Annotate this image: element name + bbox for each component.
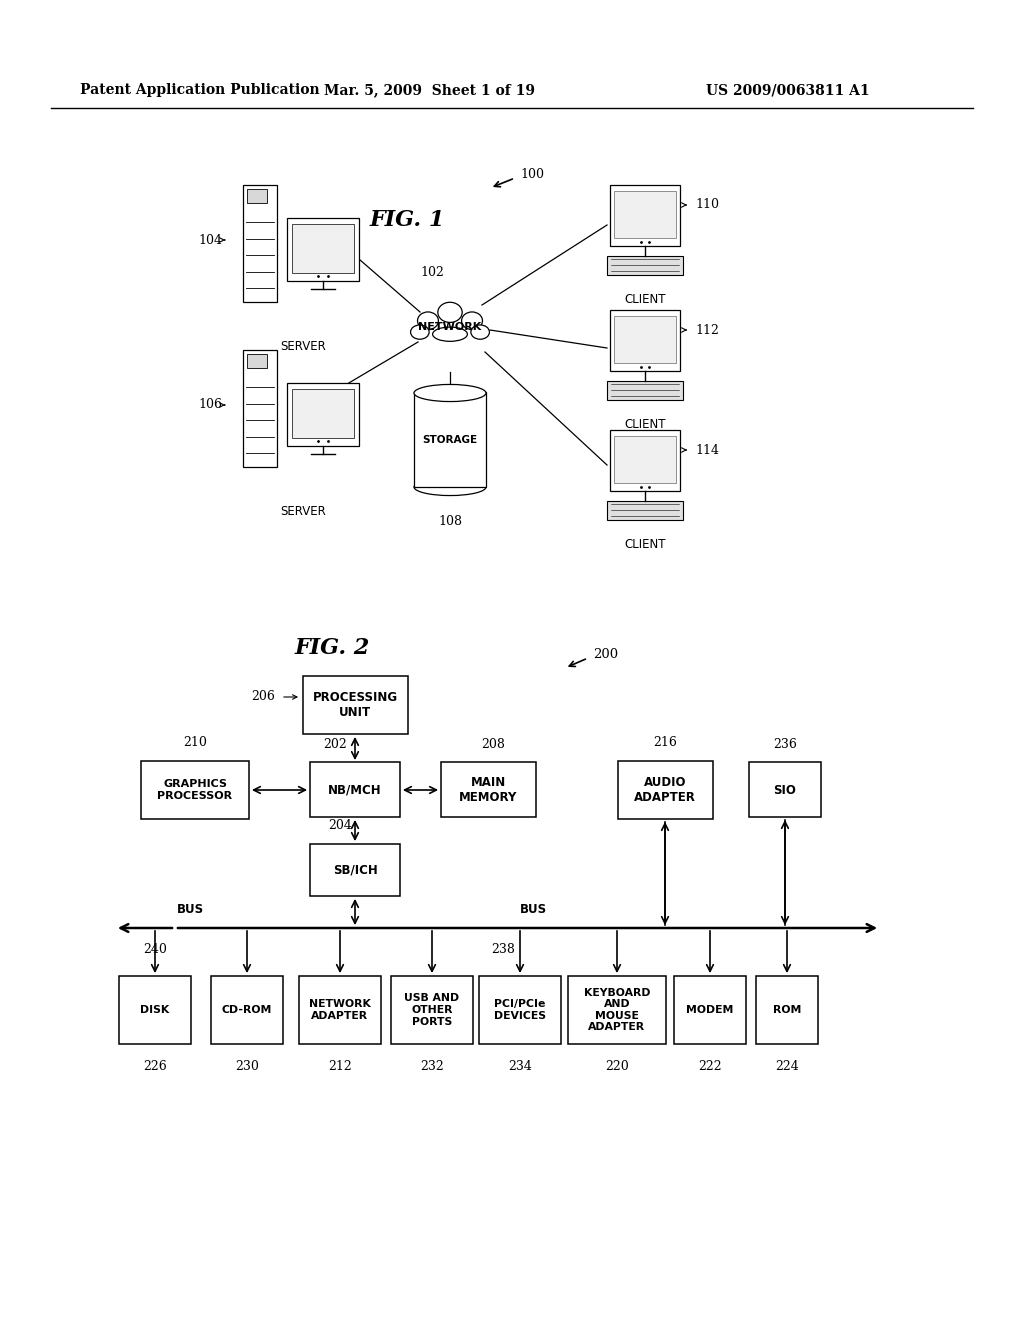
Text: CD-ROM: CD-ROM	[222, 1005, 272, 1015]
FancyBboxPatch shape	[299, 975, 381, 1044]
Text: CLIENT: CLIENT	[625, 293, 666, 306]
FancyBboxPatch shape	[607, 256, 683, 275]
FancyBboxPatch shape	[614, 436, 676, 483]
FancyBboxPatch shape	[441, 762, 536, 817]
FancyBboxPatch shape	[614, 315, 676, 363]
Text: MAIN
MEMORY: MAIN MEMORY	[459, 776, 517, 804]
FancyBboxPatch shape	[610, 430, 680, 491]
Text: 210: 210	[183, 737, 207, 748]
Text: Patent Application Publication: Patent Application Publication	[80, 83, 319, 96]
Text: 240: 240	[143, 942, 167, 956]
FancyBboxPatch shape	[607, 381, 683, 400]
FancyBboxPatch shape	[391, 975, 473, 1044]
Text: GRAPHICS
PROCESSOR: GRAPHICS PROCESSOR	[158, 779, 232, 801]
Text: 106: 106	[198, 399, 222, 412]
Text: SB/ICH: SB/ICH	[333, 863, 378, 876]
FancyBboxPatch shape	[568, 975, 666, 1044]
Ellipse shape	[418, 312, 438, 330]
Text: 114: 114	[695, 444, 719, 457]
Text: CLIENT: CLIENT	[625, 418, 666, 432]
Text: ROM: ROM	[773, 1005, 801, 1015]
Text: NETWORK
ADAPTER: NETWORK ADAPTER	[309, 999, 371, 1020]
Text: 234: 234	[508, 1060, 531, 1073]
Text: FIG. 1: FIG. 1	[370, 209, 445, 231]
Text: MODEM: MODEM	[686, 1005, 733, 1015]
Text: NETWORK: NETWORK	[419, 322, 481, 331]
Ellipse shape	[432, 327, 467, 342]
FancyBboxPatch shape	[610, 310, 680, 371]
Text: 108: 108	[438, 515, 462, 528]
Text: 216: 216	[653, 737, 677, 748]
Text: BUS: BUS	[520, 903, 547, 916]
FancyBboxPatch shape	[414, 392, 486, 487]
Text: PROCESSING
UNIT: PROCESSING UNIT	[312, 690, 397, 719]
Text: SERVER: SERVER	[281, 506, 326, 517]
FancyBboxPatch shape	[287, 218, 359, 281]
Text: 206: 206	[251, 690, 275, 704]
Text: 112: 112	[695, 323, 719, 337]
Ellipse shape	[462, 312, 482, 330]
FancyBboxPatch shape	[141, 762, 249, 818]
Text: BUS: BUS	[177, 903, 204, 916]
Text: NB/MCH: NB/MCH	[328, 784, 382, 796]
Text: SIO: SIO	[773, 784, 797, 796]
FancyBboxPatch shape	[310, 843, 400, 896]
Text: US 2009/0063811 A1: US 2009/0063811 A1	[707, 83, 870, 96]
Ellipse shape	[414, 384, 486, 401]
FancyBboxPatch shape	[247, 354, 267, 368]
FancyBboxPatch shape	[211, 975, 283, 1044]
FancyBboxPatch shape	[756, 975, 818, 1044]
FancyBboxPatch shape	[292, 224, 354, 273]
Text: SERVER: SERVER	[281, 341, 326, 352]
Text: STORAGE: STORAGE	[423, 436, 477, 445]
Text: 226: 226	[143, 1060, 167, 1073]
FancyBboxPatch shape	[243, 185, 278, 302]
Text: 110: 110	[695, 198, 719, 211]
FancyBboxPatch shape	[749, 762, 821, 817]
Ellipse shape	[414, 478, 486, 495]
Text: 212: 212	[328, 1060, 352, 1073]
Text: 222: 222	[698, 1060, 722, 1073]
Text: 220: 220	[605, 1060, 629, 1073]
Text: 224: 224	[775, 1060, 799, 1073]
Text: 200: 200	[593, 648, 618, 661]
Ellipse shape	[411, 325, 429, 339]
Text: FIG. 2: FIG. 2	[295, 638, 371, 659]
Ellipse shape	[438, 302, 462, 322]
Text: DISK: DISK	[140, 1005, 170, 1015]
Text: 100: 100	[520, 169, 544, 181]
Text: 236: 236	[773, 738, 797, 751]
Text: KEYBOARD
AND
MOUSE
ADAPTER: KEYBOARD AND MOUSE ADAPTER	[584, 987, 650, 1032]
Text: 238: 238	[492, 942, 515, 956]
FancyBboxPatch shape	[247, 189, 267, 203]
Text: PCI/PCIe
DEVICES: PCI/PCIe DEVICES	[494, 999, 546, 1020]
FancyBboxPatch shape	[674, 975, 746, 1044]
Text: 232: 232	[420, 1060, 443, 1073]
FancyBboxPatch shape	[292, 389, 354, 438]
Text: CLIENT: CLIENT	[625, 539, 666, 550]
Text: 202: 202	[324, 738, 347, 751]
Text: AUDIO
ADAPTER: AUDIO ADAPTER	[634, 776, 696, 804]
FancyBboxPatch shape	[243, 350, 278, 467]
FancyBboxPatch shape	[303, 676, 408, 734]
Text: 102: 102	[420, 265, 443, 279]
FancyBboxPatch shape	[479, 975, 561, 1044]
FancyBboxPatch shape	[607, 502, 683, 520]
Text: Mar. 5, 2009  Sheet 1 of 19: Mar. 5, 2009 Sheet 1 of 19	[325, 83, 536, 96]
Text: 208: 208	[481, 738, 505, 751]
FancyBboxPatch shape	[119, 975, 191, 1044]
FancyBboxPatch shape	[614, 191, 676, 238]
FancyBboxPatch shape	[310, 762, 400, 817]
Text: 204: 204	[328, 818, 352, 832]
Ellipse shape	[471, 325, 489, 339]
Text: 104: 104	[198, 234, 222, 247]
FancyBboxPatch shape	[610, 185, 680, 246]
Text: 230: 230	[236, 1060, 259, 1073]
FancyBboxPatch shape	[618, 762, 713, 818]
Text: USB AND
OTHER
PORTS: USB AND OTHER PORTS	[404, 994, 460, 1027]
FancyBboxPatch shape	[287, 383, 359, 446]
